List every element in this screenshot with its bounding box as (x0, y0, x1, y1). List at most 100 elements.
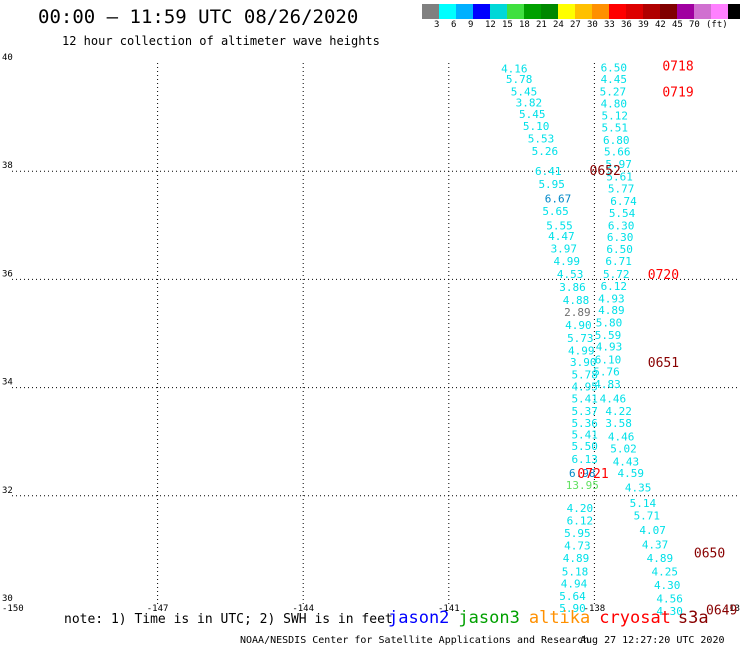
credit-line: NOAA/NESDIS Center for Satellite Applica… (240, 635, 590, 646)
y-tick-label: 36 (2, 269, 13, 279)
x-tick-label: -141 (438, 604, 460, 614)
scale-swatch (507, 4, 524, 19)
scale-label: 45 (672, 20, 683, 30)
wave-height-value: 5.72 (603, 268, 630, 281)
wave-height-value: 4.47 (548, 230, 575, 243)
wave-height-value: 6.13 (571, 453, 598, 466)
wave-height-value: 6.67 (545, 192, 572, 205)
wave-height-value: 4.89 (598, 304, 625, 317)
color-scale-bar (422, 4, 740, 19)
scale-swatch (524, 4, 541, 19)
wave-height-value: 5.45 (519, 108, 546, 121)
pass-time-label: 0650 (694, 547, 725, 562)
wave-height-value: 5.10 (523, 120, 550, 133)
wave-height-value: 5.02 (610, 443, 637, 456)
wave-height-value: 5.90 (559, 602, 586, 615)
wave-height-value: 5.45 (511, 86, 538, 99)
wave-height-value: 5.14 (630, 497, 657, 510)
wave-height-value: 5.18 (562, 566, 589, 579)
scale-label: 15 (502, 20, 513, 30)
wave-height-value: 4.22 (605, 405, 632, 418)
wave-height-value: 6.12 (567, 515, 594, 528)
wave-height-value: 4.93 (596, 340, 623, 353)
scale-label: 3 (434, 20, 440, 30)
scale-swatch (711, 4, 728, 19)
wave-height-value: 5.59 (595, 329, 622, 342)
wave-height-value: 6.74 (610, 195, 637, 208)
wave-height-value: 5.41 (571, 429, 598, 442)
wave-height-value: 4.25 (652, 566, 679, 579)
wave-height-value: 5.27 (600, 86, 627, 99)
wave-height-value: 4.16 (501, 62, 528, 75)
scale-swatch (643, 4, 660, 19)
wave-height-value: 5.78 (571, 369, 598, 382)
wave-height-value: 6.71 (605, 255, 632, 268)
pass-time-label: 0720 (648, 268, 679, 283)
scale-label: (ft) (706, 20, 728, 30)
wave-height-value: 5.78 (506, 73, 533, 86)
scale-swatch (677, 4, 694, 19)
scale-label: 6 (451, 20, 457, 30)
wave-height-value: 6.30 (608, 219, 635, 232)
scale-swatch (473, 4, 490, 19)
timestamp: Aug 27 12:27:20 UTC 2020 (580, 635, 725, 646)
wave-height-value: 4.59 (618, 467, 645, 480)
y-tick-label: 34 (2, 378, 13, 388)
wave-height-value: 4.89 (563, 552, 590, 565)
scale-swatch (558, 4, 575, 19)
wave-height-value: 4.56 (656, 593, 683, 606)
wave-height-value: 5.50 (571, 440, 598, 453)
scale-label: 36 (621, 20, 632, 30)
wave-height-value: 6.30 (607, 231, 634, 244)
wave-height-value: 3.82 (516, 96, 543, 109)
y-tick-label: 30 (2, 594, 13, 604)
footnote: note: 1) Time is in UTC; 2) SWH is in fe… (64, 612, 393, 627)
satellite-jason3: jason3 (458, 608, 520, 628)
wave-height-value: 5.61 (606, 171, 633, 184)
scale-swatch (541, 4, 558, 19)
wave-height-value: 3.97 (551, 243, 578, 256)
wave-height-value: 6.98 (569, 467, 596, 480)
wave-height-value: 5.51 (602, 121, 629, 134)
wave-height-value: 4.80 (601, 98, 628, 111)
wave-height-value: 6.41 (535, 165, 562, 178)
wave-height-value: 5.64 (559, 590, 586, 603)
scale-swatch (456, 4, 473, 19)
y-tick-label: 40 (2, 53, 13, 63)
scale-label: 21 (536, 20, 547, 30)
wave-height-value: 5.53 (528, 133, 555, 146)
scale-swatch (575, 4, 592, 19)
wave-height-value: 5.66 (604, 146, 631, 159)
wave-height-value: 5.71 (634, 509, 661, 522)
wave-height-value: 3.90 (570, 356, 597, 369)
wave-height-value: 3.58 (605, 417, 632, 430)
wave-height-value: 5.26 (532, 145, 559, 158)
wave-height-value: 5.95 (564, 527, 591, 540)
color-scale-labels: 3 6 9 12 15 18 21 24 27 30 33 36 39 42 45 70 (ft) (422, 20, 740, 34)
wave-height-value: 4.99 (568, 344, 595, 357)
scale-label: 30 (587, 20, 598, 30)
wave-height-value: 5.76 (593, 365, 620, 378)
scale-swatch (626, 4, 643, 19)
pass-time-label: 0719 (662, 86, 693, 101)
scale-swatch (660, 4, 677, 19)
wave-height-value: 5.36 (571, 417, 598, 430)
wave-height-value: 4.53 (557, 268, 584, 281)
wave-height-value: 5.37 (571, 405, 598, 418)
x-tick-label: -13 (724, 604, 740, 614)
wave-height-value: 4.37 (642, 538, 669, 551)
scale-swatch (422, 4, 439, 19)
wave-height-value: 4.95 (571, 381, 598, 394)
wave-height-value: 4.20 (567, 502, 594, 515)
scale-label: 9 (468, 20, 474, 30)
pass-time-label: 0718 (662, 60, 693, 75)
scale-label: 42 (655, 20, 666, 30)
scale-label: 27 (570, 20, 581, 30)
wave-height-value: 6.50 (601, 61, 628, 74)
pass-time-label: 0721 (577, 467, 608, 482)
wave-height-value: 6.50 (606, 243, 633, 256)
pass-time-label: 0649 (706, 603, 737, 618)
x-tick-label: -150 (2, 604, 24, 614)
scale-label: 70 (689, 20, 700, 30)
wave-height-value: 5.80 (596, 317, 623, 330)
